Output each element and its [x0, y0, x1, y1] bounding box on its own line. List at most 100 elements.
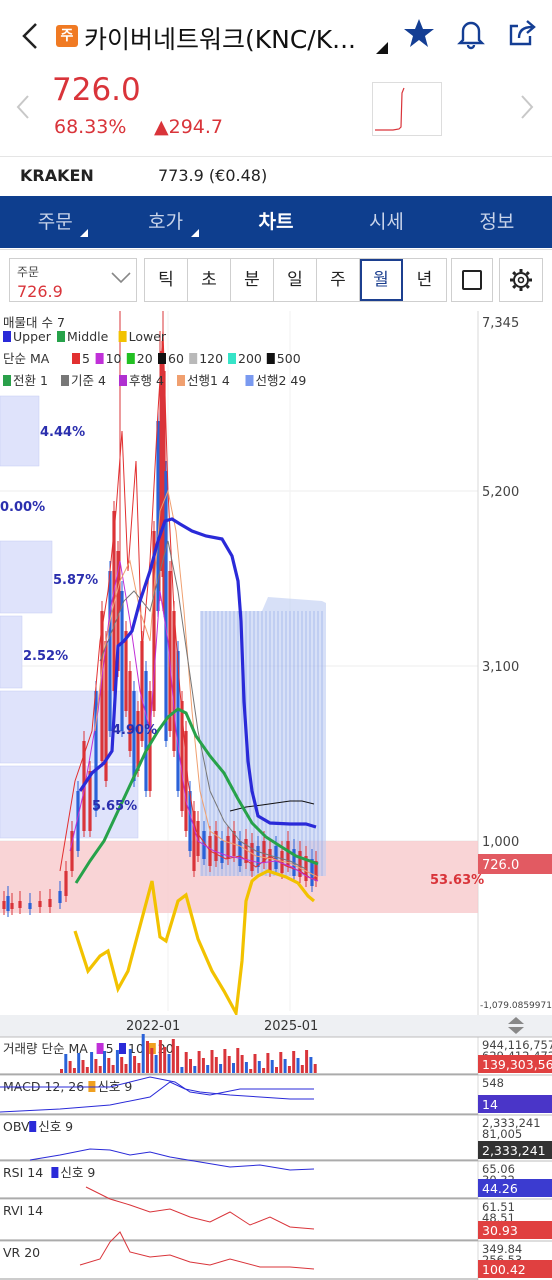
volume-bar [85, 1067, 89, 1073]
volume-bar [296, 1058, 300, 1073]
timeframe-minute[interactable]: 분 [231, 259, 274, 301]
volume-profile-labels: 4.44% 0.00% 5.87% 2.52% 4.90% 5.65% [0, 425, 157, 814]
volume-bar [77, 1053, 81, 1073]
legend-item: 5 [82, 351, 90, 366]
indicator-line [0, 1076, 314, 1096]
candle-body [180, 701, 184, 811]
candle-body [6, 896, 10, 911]
tab-orderbook[interactable]: 호가 [110, 196, 220, 248]
back-arrow-icon[interactable] [18, 18, 46, 54]
tab-quotes[interactable]: 시세 [331, 196, 441, 248]
sub-chart-title: 거래량 단순 MA [3, 1041, 88, 1056]
sub-chart-value-tag [478, 1055, 552, 1073]
exchange-name: KRAKEN [20, 166, 94, 185]
candle-body [120, 591, 124, 731]
sub-chart-title: VR 20 [3, 1245, 40, 1260]
tab-chart[interactable]: 차트 [221, 196, 331, 248]
chevron-left-icon[interactable] [14, 92, 34, 129]
volume-bar [154, 1055, 158, 1073]
volume-bar [60, 1069, 63, 1073]
ma-line-60 [229, 800, 315, 812]
volume-bar [68, 1061, 72, 1073]
candle-body [262, 841, 266, 863]
candle-body [250, 843, 254, 871]
volume-bar [64, 1054, 68, 1073]
bb-lower-line [73, 869, 316, 1019]
vp-label: 4.44% [40, 425, 85, 440]
timeframe-day[interactable]: 일 [274, 259, 317, 301]
candle-body [162, 371, 166, 611]
candle-body [94, 691, 98, 811]
volume-bar [133, 1056, 137, 1073]
legend-swatch [29, 1121, 37, 1132]
vp-label: 5.65% [92, 799, 137, 814]
price-chart[interactable]: 7,345 5,200 3,100 1,000 -1,079.08599712 … [0, 311, 552, 1280]
sub-chart-value: 100.42 [482, 1262, 526, 1277]
legend-item: Lower [129, 329, 167, 344]
current-price: 726.0 [52, 72, 141, 108]
menu-corner-icon [190, 229, 199, 237]
volume-bar [214, 1057, 218, 1073]
candle-body [128, 671, 132, 751]
timeframe-week[interactable]: 주 [317, 259, 360, 301]
sub-chart-value-tag [478, 1095, 552, 1113]
indicator-line [0, 1081, 314, 1113]
exchange-row [0, 156, 552, 196]
candle-body [164, 471, 168, 741]
scale-toggle-icon[interactable] [508, 1017, 524, 1034]
candle-body [280, 851, 284, 873]
chevron-right-icon[interactable] [516, 92, 536, 129]
sub-chart-scale: 65.06 [482, 1162, 515, 1176]
candle-body [70, 831, 74, 871]
indicator-line [79, 1231, 315, 1270]
timeframe-year[interactable]: 년 [416, 270, 433, 290]
square-icon[interactable] [451, 258, 493, 302]
current-price-tag [478, 854, 552, 874]
volume-bar [279, 1052, 283, 1073]
legend-prefix: 단순 MA [3, 351, 50, 366]
legend-swatch [72, 353, 80, 364]
volume-bar [223, 1049, 227, 1073]
volume-bar [184, 1052, 188, 1073]
volume-bar [309, 1057, 313, 1073]
candle-body [104, 641, 108, 781]
share-icon[interactable] [506, 16, 540, 54]
order-dropdown[interactable] [9, 258, 137, 302]
bell-icon[interactable] [454, 16, 488, 54]
y-axis-label: 5,200 [482, 485, 519, 500]
sub-chart-scale: 944,116,757 [482, 1038, 552, 1052]
sub-chart-scale: 81,005 [482, 1127, 522, 1141]
legend-item: 5 [106, 1041, 114, 1056]
timeframe-second[interactable]: 초 [188, 259, 231, 301]
tab-info[interactable]: 정보 [442, 196, 552, 248]
order-dropdown-value: 726.9 [17, 282, 63, 301]
tab-label: 시세 [368, 211, 404, 233]
legend-item: 500 [277, 351, 301, 366]
tab-label: 호가 [148, 211, 184, 233]
chevron-down-icon[interactable] [110, 270, 132, 290]
candle-body [226, 836, 230, 859]
sub-chart-value-tag [478, 1179, 552, 1197]
star-icon[interactable] [402, 16, 436, 54]
timeframe-month[interactable]: 월 [360, 259, 403, 301]
candle-body [64, 871, 68, 896]
title-dropdown-icon[interactable] [376, 40, 390, 59]
candle-body [144, 671, 148, 791]
sub-chart[interactable]: 거래량 단순 MA51020944,116,757629,412,472139,… [0, 1034, 552, 1075]
vp-label: 5.87% [53, 573, 98, 588]
candle-body [48, 899, 52, 907]
volume-bar [111, 1065, 115, 1073]
volume-bar [219, 1064, 223, 1073]
tab-order[interactable]: 주문 [0, 196, 110, 248]
timeframe-tick[interactable]: 틱 [145, 259, 188, 301]
volume-bar [141, 1034, 145, 1073]
page-title[interactable]: 카이버네트워크(KNC/K... [84, 25, 356, 54]
gear-icon[interactable] [499, 258, 543, 302]
y-axis-label: 7,345 [482, 316, 519, 331]
volume-bar [227, 1056, 231, 1073]
